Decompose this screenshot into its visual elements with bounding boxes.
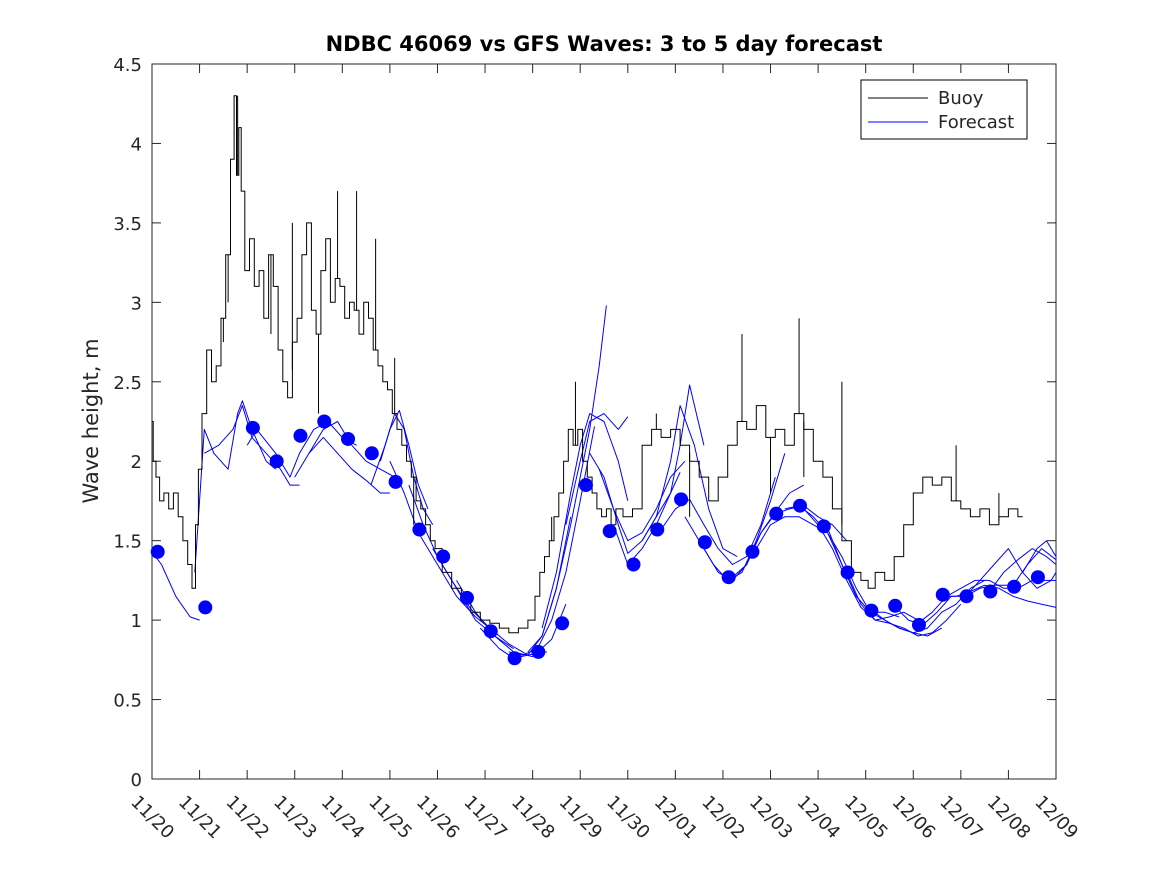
y-tick-label: 0	[131, 770, 142, 791]
forecast-marker	[888, 598, 903, 613]
forecast-marker	[317, 414, 332, 429]
forecast-marker	[697, 535, 712, 550]
forecast-marker	[531, 644, 546, 659]
forecast-line	[1022, 540, 1057, 573]
forecast-marker	[864, 603, 879, 618]
forecast-marker	[769, 506, 784, 521]
forecast-marker	[507, 651, 522, 666]
forecast-marker	[935, 587, 950, 602]
forecast-marker	[959, 589, 974, 604]
buoy-line-group	[152, 95, 1023, 634]
forecast-marker	[578, 478, 593, 493]
legend-forecast-label: Forecast	[938, 112, 1014, 133]
forecast-line	[988, 548, 1057, 592]
forecast-marker	[388, 474, 403, 489]
forecast-line	[598, 460, 686, 542]
forecast-marker	[793, 498, 808, 513]
forecast-line	[389, 460, 491, 629]
legend-buoy-label: Buoy	[938, 88, 984, 109]
y-tick-label: 2.5	[113, 373, 142, 394]
forecast-marker	[745, 544, 760, 559]
forecast-line	[565, 413, 629, 525]
forecast-marker	[412, 522, 427, 537]
forecast-marker	[436, 549, 451, 564]
y-axis-label: Wave height, m	[79, 338, 103, 503]
legend: Buoy Forecast	[860, 79, 1028, 140]
buoy-line	[152, 95, 1023, 634]
y-tick-label: 2	[131, 452, 142, 473]
forecast-marker	[816, 519, 831, 534]
y-tick-label: 1	[131, 611, 142, 632]
y-tick-label: 4	[131, 134, 142, 155]
y-tick-label: 1.5	[113, 532, 142, 553]
forecast-line	[965, 548, 1057, 597]
forecast-marker	[1007, 579, 1022, 594]
forecast-marker	[626, 557, 641, 572]
forecast-line	[308, 436, 390, 494]
forecast-marker	[602, 524, 617, 539]
forecast-marker	[555, 616, 570, 631]
forecast-line	[1012, 548, 1057, 586]
forecast-marker	[674, 492, 689, 507]
forecast-marker	[983, 584, 998, 599]
y-tick-label: 0.5	[113, 691, 142, 712]
chart-title: NDBC 46069 vs GFS Waves: 3 to 5 day fore…	[326, 32, 883, 56]
forecast-marker	[650, 522, 665, 537]
forecast-line	[589, 453, 681, 554]
forecast-marker	[483, 624, 498, 639]
forecast-marker	[341, 431, 356, 446]
forecast-line	[246, 421, 357, 478]
forecast-marker	[150, 544, 165, 559]
forecast-line	[508, 426, 595, 656]
legend-box	[860, 79, 1028, 140]
forecast-line	[194, 400, 277, 573]
forecast-marker	[364, 446, 379, 461]
forecast-marker	[911, 617, 926, 632]
forecast-marker	[269, 454, 284, 469]
y-tick-label: 3	[131, 293, 142, 314]
forecast-markers	[150, 414, 1045, 666]
y-axis: 0 0.5 1 1.5 2 2.5 3 3.5 4 4.5	[113, 55, 1056, 791]
forecast-marker	[459, 590, 474, 605]
forecast-marker	[840, 565, 855, 580]
forecast-marker	[721, 570, 736, 585]
y-tick-label: 3.5	[113, 214, 142, 235]
forecast-marker	[293, 428, 308, 443]
y-tick-label: 4.5	[113, 55, 142, 76]
forecast-marker	[198, 600, 213, 615]
forecast-line	[541, 413, 629, 629]
forecast-marker	[1030, 570, 1045, 585]
forecast-line	[379, 409, 429, 510]
forecast-line	[527, 305, 607, 653]
forecast-line	[641, 405, 738, 558]
forecast-marker	[245, 420, 260, 435]
forecast-line	[151, 551, 200, 621]
